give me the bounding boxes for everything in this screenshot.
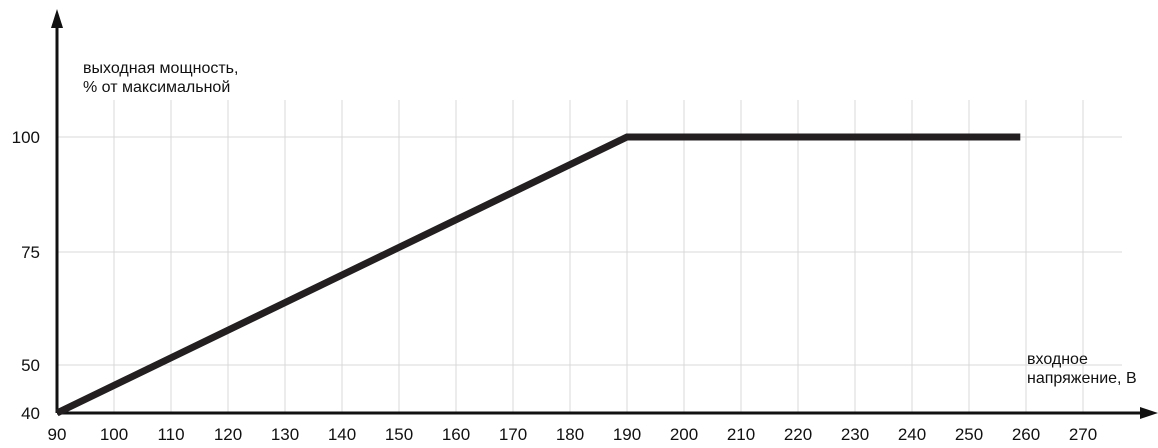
x-axis-label: входное <box>1027 351 1088 368</box>
axes <box>51 9 1158 419</box>
x-axis-arrow <box>1140 407 1158 419</box>
x-tick-label: 220 <box>784 425 812 444</box>
x-tick-label: 190 <box>613 425 641 444</box>
x-tick-label: 170 <box>499 425 527 444</box>
tick-labels: 90 100 110 120 130 140 150 160 170 180 190 200 210 22… <box>12 128 1098 444</box>
series-line <box>55 133 1021 417</box>
axis-labels: выходная мощность, % от максимальной входн… <box>83 60 1137 387</box>
y-axis-arrow <box>51 9 63 28</box>
x-tick-label: 110 <box>157 425 184 444</box>
y-axis-label: % от максимальной <box>83 79 230 96</box>
x-tick-label: 270 <box>1069 425 1097 444</box>
x-tick-label: 130 <box>271 425 299 444</box>
x-tick-label: 90 <box>48 425 67 444</box>
y-axis-label: выходная мощность, <box>83 60 238 77</box>
y-tick-label: 75 <box>21 243 40 262</box>
x-tick-label: 250 <box>955 425 983 444</box>
x-tick-label: 120 <box>214 425 242 444</box>
y-tick-label: 50 <box>21 356 40 375</box>
x-axis-label: напряжение, В <box>1027 370 1137 387</box>
x-tick-label: 200 <box>670 425 698 444</box>
x-tick-label: 140 <box>328 425 356 444</box>
x-tick-label: 240 <box>898 425 926 444</box>
series <box>55 133 1021 417</box>
x-tick-label: 160 <box>442 425 470 444</box>
grid <box>57 100 1122 413</box>
x-tick-label: 230 <box>841 425 869 444</box>
x-tick-label: 260 <box>1012 425 1040 444</box>
x-tick-label: 180 <box>556 425 584 444</box>
x-tick-label: 210 <box>727 425 755 444</box>
y-tick-label: 100 <box>12 128 40 147</box>
x-tick-label: 100 <box>100 425 128 444</box>
x-tick-label: 150 <box>385 425 413 444</box>
y-tick-label: 40 <box>21 404 40 423</box>
